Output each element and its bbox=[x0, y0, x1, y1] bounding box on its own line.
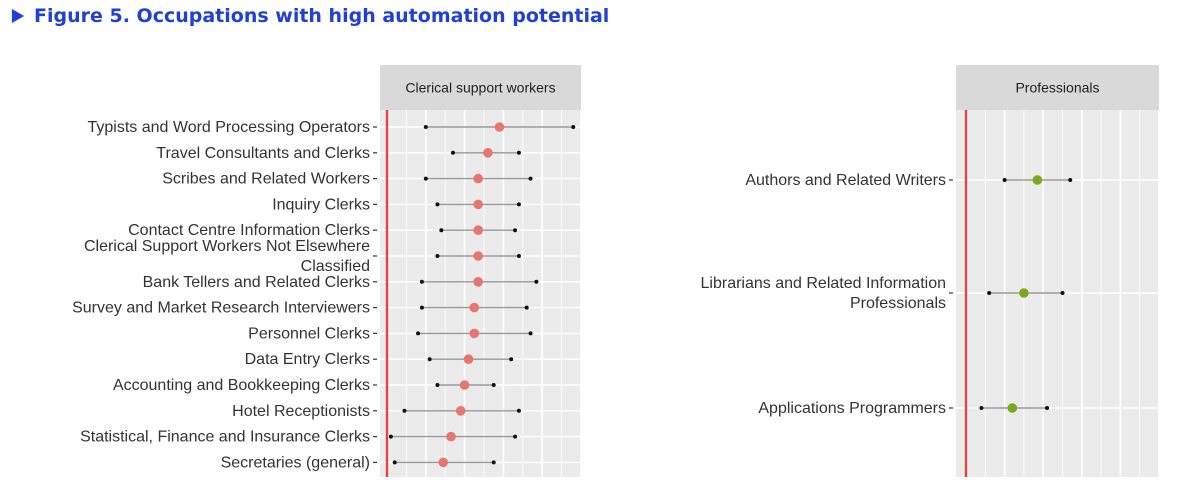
estimate-point bbox=[455, 406, 466, 416]
range-low-point bbox=[392, 460, 397, 465]
estimate-point bbox=[473, 199, 483, 210]
range-high-point bbox=[524, 305, 529, 310]
range-low-point bbox=[423, 125, 428, 129]
y-tick-label: Scribes and Related Workers bbox=[162, 171, 370, 188]
estimate-point bbox=[473, 251, 483, 261]
range-low-point bbox=[435, 202, 440, 207]
figure-title-text: Figure 5. Occupations with high automati… bbox=[34, 5, 610, 27]
range-high-point bbox=[1045, 406, 1050, 410]
range-high-point bbox=[1060, 291, 1065, 295]
y-tick-label: Librarians and Related Information bbox=[701, 275, 946, 292]
figure-title: Figure 5. Occupations with high automati… bbox=[12, 2, 609, 30]
range-high-point bbox=[528, 331, 533, 336]
range-low-point bbox=[416, 331, 421, 336]
y-tick-label: Secretaries (general) bbox=[221, 454, 370, 471]
y-tick-label: Classified bbox=[301, 258, 370, 275]
y-tick-label: Personnel Clerks bbox=[248, 325, 370, 342]
range-high-point bbox=[513, 228, 518, 233]
y-tick-label: Clerical Support Workers Not Elsewhere bbox=[84, 238, 370, 255]
estimate-point bbox=[438, 457, 449, 468]
estimate-point bbox=[1032, 175, 1043, 185]
y-tick-label: Bank Tellers and Related Clerks bbox=[143, 274, 370, 291]
y-tick-label: Data Entry Clerks bbox=[245, 351, 370, 368]
range-high-point bbox=[571, 125, 576, 129]
range-high-point bbox=[516, 408, 521, 413]
y-tick-label: Statistical, Finance and Insurance Clerk… bbox=[80, 429, 370, 446]
estimate-point bbox=[463, 354, 474, 365]
triangle-bullet-icon bbox=[12, 9, 24, 23]
panel-clerical: Clerical support workers Typists and Word… bbox=[72, 65, 582, 477]
range-high-point bbox=[509, 357, 514, 362]
y-tick-label: Hotel Receptionists bbox=[232, 403, 370, 420]
range-high-point bbox=[1068, 178, 1073, 182]
range-high-point bbox=[491, 460, 496, 465]
estimate-point bbox=[469, 328, 480, 339]
range-low-point bbox=[439, 228, 444, 233]
estimate-point bbox=[446, 431, 456, 442]
y-tick-label: Survey and Market Research Interviewers bbox=[72, 300, 370, 317]
estimate-point bbox=[469, 302, 480, 313]
y-tick-label: Professionals bbox=[850, 295, 946, 312]
range-low-point bbox=[402, 408, 407, 413]
panel-professionals: Professionals Authors and Related Writers… bbox=[701, 65, 1160, 477]
range-low-point bbox=[427, 357, 432, 362]
range-high-point bbox=[491, 383, 496, 387]
range-low-point bbox=[419, 305, 424, 310]
range-high-point bbox=[516, 150, 521, 155]
y-tick-label: Typists and Word Processing Operators bbox=[88, 119, 371, 136]
range-high-point bbox=[534, 279, 539, 284]
panel-background bbox=[380, 110, 581, 477]
estimate-point bbox=[459, 380, 470, 390]
range-high-point bbox=[516, 254, 521, 258]
y-tick-label: Applications Programmers bbox=[758, 400, 946, 417]
range-low-point bbox=[450, 150, 455, 155]
panel-strip-label: Professionals bbox=[1015, 80, 1099, 96]
range-low-point bbox=[1002, 178, 1007, 182]
estimate-point bbox=[1019, 288, 1029, 298]
range-low-point bbox=[419, 279, 424, 284]
range-low-point bbox=[435, 383, 440, 387]
range-high-point bbox=[513, 434, 518, 439]
range-low-point bbox=[388, 434, 393, 439]
y-tick-label: Inquiry Clerks bbox=[272, 196, 370, 213]
y-tick-label: Authors and Related Writers bbox=[745, 172, 946, 189]
range-low-point bbox=[423, 176, 428, 181]
range-low-point bbox=[987, 291, 992, 295]
estimate-point bbox=[473, 225, 483, 235]
estimate-point bbox=[494, 122, 505, 132]
range-low-point bbox=[979, 406, 984, 410]
range-high-point bbox=[528, 176, 533, 181]
estimate-point bbox=[1007, 403, 1018, 413]
y-tick-label: Travel Consultants and Clerks bbox=[156, 145, 370, 162]
y-tick-label: Contact Centre Information Clerks bbox=[128, 222, 370, 239]
range-high-point bbox=[516, 202, 521, 207]
y-tick-label: Accounting and Bookkeeping Clerks bbox=[113, 377, 370, 394]
panel-strip-label: Clerical support workers bbox=[405, 80, 555, 96]
estimate-point bbox=[473, 277, 483, 287]
panel-strip bbox=[380, 65, 581, 110]
estimate-point bbox=[483, 148, 493, 158]
panel-strip bbox=[956, 65, 1159, 110]
estimate-point bbox=[473, 173, 483, 184]
range-low-point bbox=[435, 254, 440, 258]
